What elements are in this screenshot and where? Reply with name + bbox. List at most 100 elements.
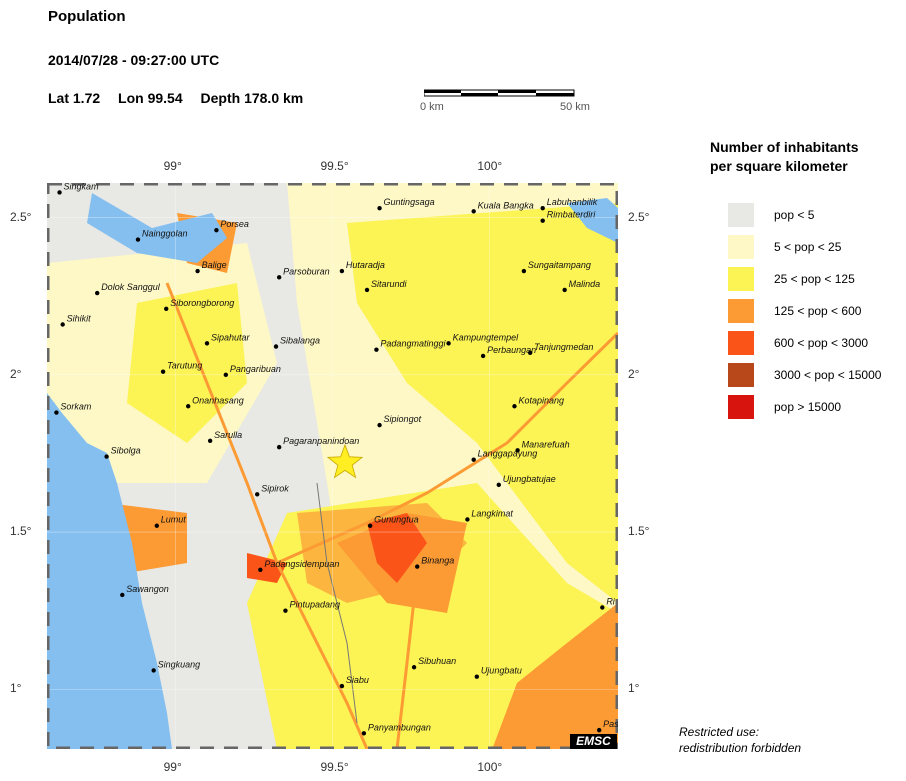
pop-zone-southeast xyxy=(492,603,618,749)
place-label: Kotapinang xyxy=(518,395,564,405)
place-dot xyxy=(364,287,370,293)
lake-toba xyxy=(87,193,227,263)
place-label: Singkuang xyxy=(158,659,201,669)
place-label: Balige xyxy=(202,260,227,270)
legend-label: pop < 5 xyxy=(774,208,815,222)
place-1: Porsea xyxy=(214,219,249,233)
scale-bar: 0 km 50 km xyxy=(420,88,594,118)
place-dot xyxy=(471,457,476,462)
lat-tick-left-0: 2.5° xyxy=(10,209,32,224)
place-dot xyxy=(276,444,282,450)
place-dot xyxy=(104,454,109,459)
place-label: Dolok Sanggul xyxy=(101,282,161,292)
place-dot xyxy=(471,209,476,214)
legend-title-line1: Number of inhabitants xyxy=(710,139,859,155)
place-dot xyxy=(94,290,100,296)
place-32: Langgapayung xyxy=(471,449,537,462)
place-label: Rimbaterdiri xyxy=(547,210,597,220)
place-label: Langkimat xyxy=(471,508,513,518)
event-lat: Lat 1.72 xyxy=(48,90,101,106)
place-label: Manarefuah xyxy=(522,439,570,449)
place-dot xyxy=(480,353,486,359)
place-13: Malinda xyxy=(562,279,600,293)
pop-zone-east-medium xyxy=(347,203,618,603)
place-label: Sihikit xyxy=(67,314,92,324)
legend-item: pop > 15000 xyxy=(728,395,841,419)
epicenter-star-icon xyxy=(326,443,364,479)
road-south xyxy=(395,572,419,749)
place-47: Panyambungan xyxy=(361,722,431,736)
place-label: Sibuhuan xyxy=(418,656,456,666)
restricted-line2: redistribution forbidden xyxy=(679,741,802,755)
pop-zone-northwest-medium xyxy=(127,283,247,443)
place-26: Kotapinang xyxy=(512,395,564,409)
place-dot xyxy=(223,372,229,378)
place-dot xyxy=(154,523,160,528)
scale-start-label: 0 km xyxy=(420,101,444,113)
lat-tick-left-3: 1° xyxy=(10,681,22,696)
place-label: Sawangon xyxy=(126,584,169,594)
legend-label: 600 < pop < 3000 xyxy=(774,336,869,350)
place-label: Ujungbatujae xyxy=(503,474,556,484)
lon-tick-bottom-2: 100° xyxy=(477,760,503,774)
place-label: Parsoburan xyxy=(283,266,330,276)
place-0: Singkam xyxy=(57,183,99,195)
legend-item: 600 < pop < 3000 xyxy=(728,331,868,355)
place-14: Siborongborong xyxy=(164,298,234,311)
lon-tick-top-0: 99° xyxy=(163,159,182,173)
legend-item: 125 < pop < 600 xyxy=(728,299,861,323)
event-lon: Lon 99.54 xyxy=(118,90,183,106)
place-27: Sipiongot xyxy=(377,414,422,428)
place-label: Hutaradja xyxy=(346,260,385,270)
place-dot xyxy=(339,683,345,689)
place-dot xyxy=(496,482,501,488)
place-dot xyxy=(120,592,125,598)
place-16: Sipahutar xyxy=(204,332,251,346)
place-dot xyxy=(207,438,213,444)
place-7: Balige xyxy=(195,260,227,274)
place-dot xyxy=(258,567,263,572)
place-48: Pasirp xyxy=(596,719,618,733)
legend-label: pop > 15000 xyxy=(774,400,842,414)
legend-title: Number of inhabitants per square kilomet… xyxy=(710,138,859,176)
place-label: Ujungbatu xyxy=(481,666,522,676)
place-label: Padangsidempuan xyxy=(264,559,339,569)
place-label: Perbaungan xyxy=(487,345,536,355)
place-dot xyxy=(214,227,219,233)
place-dot xyxy=(185,404,191,409)
restricted-notice: Restricted use: redistribution forbidden xyxy=(679,724,801,756)
place-4: Kuala Bangka xyxy=(471,200,534,214)
map-canvas[interactable]: Singkam Porsea Nainggolan Guntingsaga Kuala … xyxy=(47,183,618,749)
place-label: Onanhasang xyxy=(192,395,244,405)
place-label: Langgapayung xyxy=(478,449,538,459)
place-label: Binanga xyxy=(421,556,454,566)
place-43: Sibuhuan xyxy=(411,656,456,670)
place-9: Hutaradja xyxy=(339,260,385,274)
place-dot xyxy=(361,731,367,736)
place-17: Sibalanga xyxy=(273,336,320,349)
population-map[interactable]: Singkam Porsea Nainggolan Guntingsaga Kuala … xyxy=(47,183,618,749)
place-dot xyxy=(164,306,169,311)
place-dot xyxy=(474,674,480,679)
place-24: Sorkam xyxy=(54,402,92,415)
place-dot xyxy=(276,275,282,280)
place-dot xyxy=(596,727,602,733)
place-dot xyxy=(135,237,141,242)
place-label: Panyambungan xyxy=(368,722,431,732)
map-title: Population xyxy=(48,8,126,25)
place-label: Padangmatinggi xyxy=(380,339,446,349)
lat-tick-right-3: 1° xyxy=(628,681,640,696)
lat-tick-left-2: 1.5° xyxy=(10,524,32,539)
place-label: Siabu xyxy=(346,675,369,685)
place-dot xyxy=(411,665,417,670)
place-3: Guntingsaga xyxy=(377,197,435,211)
place-label: Nainggolan xyxy=(142,229,188,239)
map-frame xyxy=(47,183,618,749)
place-label: Pintupadang xyxy=(289,600,340,610)
place-25: Onanhasang xyxy=(185,395,244,409)
place-29: Pagaranpanindoan xyxy=(276,436,359,450)
place-label: Tanjungmedan xyxy=(534,342,593,352)
place-label: Kampungtempel xyxy=(453,332,520,342)
pop-zone-core xyxy=(367,513,427,583)
legend-label: 5 < pop < 25 xyxy=(774,240,842,254)
